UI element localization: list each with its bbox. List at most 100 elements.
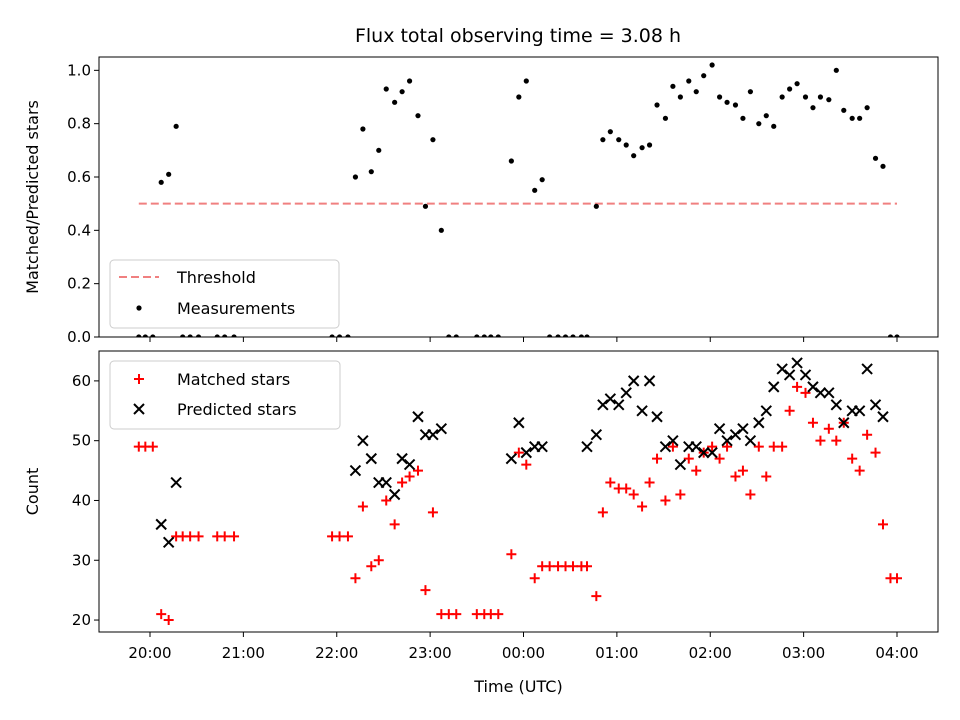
- data-point: [847, 453, 858, 464]
- data-point: [163, 615, 174, 626]
- data-point: [147, 441, 158, 452]
- data-point: [869, 399, 882, 411]
- data-point: [136, 334, 142, 337]
- data-point: [810, 105, 816, 111]
- data-point: [584, 334, 590, 337]
- data-point: [329, 334, 335, 337]
- data-point: [799, 369, 812, 381]
- x-tick-label: 20:00: [128, 644, 171, 662]
- data-point: [877, 519, 888, 530]
- top-panel: 0.0 0.2 0.4 0.6 0.8 1.0 Matched/Predicted star…: [23, 56, 939, 346]
- data-point: [674, 458, 687, 471]
- data-point: [872, 155, 879, 161]
- data-point: [616, 137, 622, 143]
- data-point: [823, 423, 834, 434]
- data-point: [880, 163, 886, 169]
- data-point: [523, 78, 529, 84]
- data-point: [628, 489, 639, 500]
- data-point: [562, 334, 569, 337]
- data-point: [516, 94, 522, 100]
- data-point: [894, 334, 900, 337]
- data-point: [193, 531, 204, 542]
- legend-label: Threshold: [176, 268, 256, 287]
- data-point: [854, 465, 865, 476]
- data-point: [222, 334, 228, 337]
- data-point: [605, 477, 616, 488]
- data-point: [404, 471, 415, 482]
- chart-title: Flux total observing time = 3.08 h: [355, 25, 681, 47]
- y-tick-label: 0.8: [67, 115, 91, 133]
- legend-swatch-predicted: [133, 403, 145, 415]
- data-point: [544, 561, 555, 572]
- data-point: [195, 334, 202, 337]
- data-point: [368, 169, 374, 175]
- data-point: [590, 428, 603, 441]
- x-tick-label: 00:00: [502, 644, 545, 662]
- data-point: [621, 483, 632, 494]
- data-point: [683, 453, 694, 464]
- data-point: [667, 441, 678, 452]
- data-point: [887, 334, 894, 337]
- data-point: [392, 99, 398, 105]
- data-point: [158, 179, 164, 185]
- data-point: [422, 203, 429, 209]
- data-point: [357, 501, 368, 512]
- data-point: [430, 137, 436, 143]
- y-tick-label: 0.6: [67, 168, 91, 186]
- data-point: [508, 158, 514, 164]
- y-tick-label: 0.4: [67, 221, 91, 239]
- data-point: [420, 585, 431, 596]
- data-point: [180, 334, 186, 337]
- data-point: [745, 489, 756, 500]
- y-axis-label: Matched/Predicted stars: [23, 100, 42, 294]
- data-point: [709, 62, 715, 68]
- data-point: [729, 428, 742, 441]
- data-point: [768, 441, 779, 452]
- data-point: [591, 591, 602, 602]
- y-tick-label: 20: [72, 611, 91, 629]
- data-point: [807, 417, 818, 428]
- data-point: [399, 89, 405, 95]
- x-tick-label: 21:00: [222, 644, 265, 662]
- data-point: [187, 334, 193, 337]
- data-point: [744, 434, 757, 447]
- data-point: [427, 507, 438, 518]
- data-point: [350, 573, 361, 584]
- data-point: [740, 115, 746, 121]
- data-point: [686, 78, 692, 84]
- y-tick-label: 50: [72, 432, 91, 450]
- data-point: [826, 97, 832, 103]
- data-point: [396, 452, 408, 465]
- data-point: [849, 115, 855, 121]
- data-point: [690, 440, 702, 453]
- data-point: [415, 113, 421, 119]
- data-point: [156, 609, 167, 620]
- data-point: [604, 393, 617, 405]
- data-point: [753, 417, 765, 429]
- data-point: [474, 334, 480, 337]
- data-point: [481, 334, 487, 337]
- data-point: [861, 363, 873, 375]
- data-point: [753, 441, 764, 452]
- data-point: [815, 435, 826, 446]
- data-point: [383, 86, 389, 92]
- data-point: [892, 573, 902, 584]
- legend-swatch-matched: [134, 374, 144, 384]
- axes-frame: [98, 350, 939, 633]
- data-point: [365, 452, 378, 465]
- data-point: [838, 417, 850, 429]
- data-point: [214, 334, 220, 337]
- data-point: [636, 405, 648, 417]
- data-point: [155, 518, 167, 531]
- data-point: [792, 381, 803, 392]
- data-point: [724, 99, 730, 105]
- data-point: [862, 429, 873, 440]
- data-point: [600, 137, 606, 143]
- legend-label: Predicted stars: [177, 400, 297, 419]
- data-point: [830, 399, 843, 411]
- data-point: [453, 334, 459, 337]
- data-point: [651, 411, 663, 423]
- data-point: [597, 507, 608, 518]
- data-point: [716, 94, 723, 100]
